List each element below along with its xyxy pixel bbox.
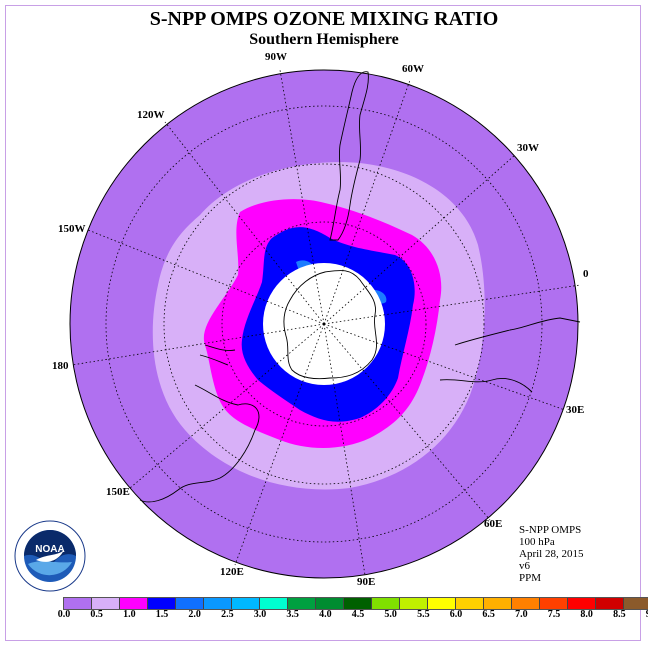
lon-label-60w: 60W	[402, 63, 424, 75]
colorbar-swatch	[400, 598, 428, 609]
colorbar-tick-label: 9.0	[637, 609, 648, 620]
colorbar-swatch	[232, 598, 260, 609]
colorbar-swatch	[92, 598, 120, 609]
coastlines	[139, 71, 581, 503]
colorbar-tick-label: 1.5	[155, 609, 169, 620]
colorbar-tick-label: 2.5	[221, 609, 234, 620]
colorbar-swatch	[372, 598, 400, 609]
info-date: April 28, 2015	[519, 548, 584, 560]
colorbar-swatch	[64, 598, 92, 609]
lon-label-0: 0	[583, 268, 589, 280]
colorbar-tick-label: 3.0	[253, 609, 267, 620]
chart-title: S-NPP OMPS OZONE MIXING RATIO	[149, 8, 499, 30]
lon-label-150e: 150E	[106, 486, 130, 498]
colorbar-swatch	[512, 598, 540, 609]
info-units: PPM	[519, 572, 542, 584]
colorbar-tick-label: 7.0	[515, 609, 528, 620]
colorbar-swatch	[344, 598, 372, 609]
colorbar-swatch	[204, 598, 232, 609]
colorbar-swatch	[568, 598, 596, 609]
antarctica-coastline	[283, 270, 378, 380]
colorbar-swatch	[288, 598, 316, 609]
lon-label-30w: 30W	[517, 142, 539, 154]
colorbar-swatch	[456, 598, 484, 609]
lon-label-90w: 90W	[265, 51, 287, 63]
lon-label-150w: 150W	[58, 223, 86, 235]
colorbar-tick-label: 6.0	[449, 609, 463, 620]
colorbar-swatch	[176, 598, 204, 609]
africa-coastline	[454, 317, 581, 346]
colorbar-swatch	[484, 598, 512, 609]
info-version: v6	[519, 560, 530, 572]
colorbar-swatch	[316, 598, 344, 609]
colorbar-tick-label: 0.0	[57, 609, 71, 620]
info-level: 100 hPa	[519, 536, 555, 548]
colorbar-swatch	[596, 598, 624, 609]
colorbar-tick-label: 5.5	[417, 609, 430, 620]
africa-south-coastline	[439, 378, 533, 393]
lon-label-120w: 120W	[137, 109, 165, 121]
info-instrument: S-NPP OMPS	[519, 524, 582, 536]
colorbar-swatch	[624, 598, 648, 609]
map-border	[69, 69, 579, 579]
colorbar-tick-label: 6.5	[482, 609, 495, 620]
colorbar-tick-label: 3.5	[286, 609, 299, 620]
colorbar-swatch	[428, 598, 456, 609]
south-america-coastline	[329, 71, 369, 241]
lon-label-120e: 120E	[220, 566, 244, 578]
graticule-parallels	[105, 105, 543, 543]
lon-label-30e: 30E	[566, 404, 585, 416]
lon-label-90e: 90E	[357, 576, 376, 588]
colorbar-tick-label: 2.0	[188, 609, 201, 620]
noaa-logo: NOAA	[14, 520, 86, 592]
pole-marker	[322, 322, 326, 326]
colorbar-tick-label: 8.5	[613, 609, 626, 620]
colorbar-tick-label: 4.0	[319, 609, 332, 620]
colorbar	[63, 597, 648, 610]
colorbar-tick-label: 7.5	[547, 609, 561, 620]
colorbar-swatch	[260, 598, 288, 609]
colorbar-swatch	[540, 598, 568, 609]
colorbar-swatch	[120, 598, 148, 609]
colorbar-swatch	[148, 598, 176, 609]
graticule-meridians	[71, 69, 581, 576]
lon-label-180: 180	[52, 360, 69, 372]
lon-label-60e: 60E	[484, 518, 503, 530]
new-zealand-coastline	[199, 344, 236, 366]
colorbar-tick-label: 4.5	[351, 609, 365, 620]
colorbar-tick-label: 0.5	[90, 609, 103, 620]
info-block: S-NPP OMPS 100 hPa April 28, 2015 v6 PPM	[519, 524, 583, 584]
colorbar-tick-label: 8.0	[580, 609, 593, 620]
chart-subtitle: Southern Hemisphere	[249, 31, 399, 48]
colorbar-tick-label: 5.0	[384, 609, 397, 620]
colorbar-tick-label: 1.0	[123, 609, 136, 620]
australia-coastline	[139, 384, 260, 503]
figure-frame	[5, 5, 641, 641]
noaa-logo-text: NOAA	[35, 544, 64, 555]
